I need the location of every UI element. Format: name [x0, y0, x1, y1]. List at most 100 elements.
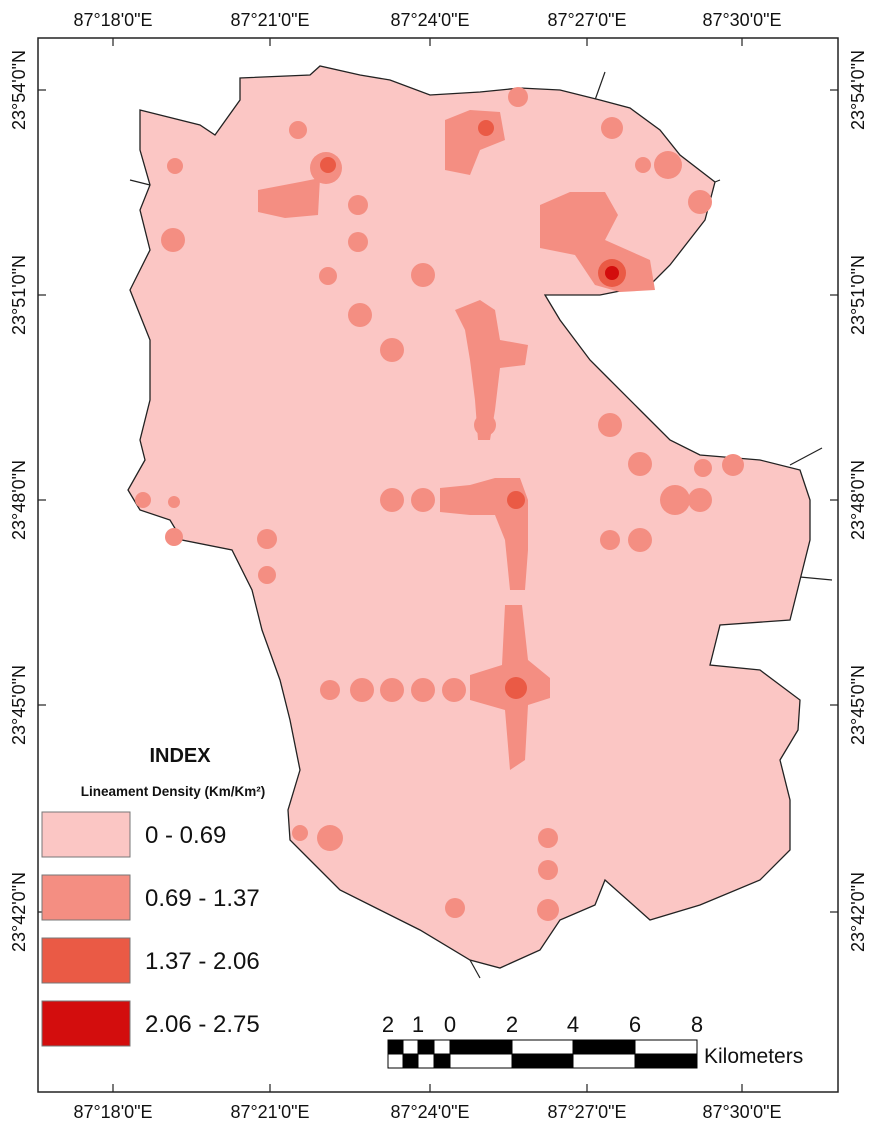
legend-title: INDEX: [149, 745, 211, 767]
line: [594, 71, 606, 101]
patch: [135, 492, 151, 508]
scale-segment: [387, 1039, 404, 1055]
scale-segment: [572, 1039, 636, 1055]
patch: [348, 232, 368, 252]
patch: [348, 303, 372, 327]
scale-label: 4: [567, 1012, 579, 1037]
legend-label: 0.69 - 1.37: [145, 885, 260, 912]
legend-swatch: [41, 874, 131, 921]
left-coordinate: 23°48'0"N: [9, 460, 29, 540]
top-coordinate: 87°21'0"E: [230, 10, 309, 30]
legend-subtitle: Lineament Density (Km/Km²): [81, 784, 266, 799]
scale-segment: [433, 1039, 451, 1055]
legend-label: 2.06 - 2.75: [145, 1011, 260, 1038]
patch: [605, 266, 619, 280]
patch: [348, 195, 368, 215]
patch: [257, 529, 277, 549]
patch: [167, 158, 183, 174]
line: [469, 959, 481, 979]
patch: [445, 898, 465, 918]
scale-label: 1: [412, 1012, 424, 1037]
bottom-coordinate: 87°30'0"E: [702, 1102, 781, 1122]
patch: [320, 157, 336, 173]
patch: [380, 338, 404, 362]
scale-unit: Kilometers: [704, 1045, 803, 1068]
scale-label: 8: [691, 1012, 703, 1037]
patch: [601, 117, 623, 139]
map-frame: [37, 37, 839, 1093]
legend-label: 0 - 0.69: [145, 822, 226, 849]
bottom-coordinate: 87°24'0"E: [390, 1102, 469, 1122]
density-patches: [135, 87, 744, 921]
scale-segment: [417, 1039, 435, 1055]
patch: [411, 488, 435, 512]
line: [129, 179, 151, 186]
patch: [411, 678, 435, 702]
patch: [694, 459, 712, 477]
patch: [538, 860, 558, 880]
top-coordinate: 87°24'0"E: [390, 10, 469, 30]
patch: [380, 488, 404, 512]
top-coordinate: 87°30'0"E: [702, 10, 781, 30]
scale-segment: [449, 1039, 513, 1055]
patch: [688, 190, 712, 214]
patch: [168, 496, 180, 508]
scale-segment: [449, 1053, 513, 1069]
patch: [411, 263, 435, 287]
scale-label: 2: [382, 1012, 394, 1037]
left-coordinate: 23°54'0"N: [9, 50, 29, 130]
right-coordinate: 23°51'0"N: [848, 255, 868, 335]
line: [799, 576, 833, 581]
patch: [505, 677, 527, 699]
patch: [258, 178, 320, 218]
patch: [628, 528, 652, 552]
right-coordinate: 23°45'0"N: [848, 665, 868, 745]
patch: [350, 678, 374, 702]
scale-segment: [402, 1053, 419, 1069]
scale-segment: [572, 1053, 636, 1069]
scale-segment: [511, 1053, 574, 1069]
line: [789, 447, 823, 466]
patch: [455, 300, 528, 440]
scale-label: 0: [444, 1012, 456, 1037]
patch: [440, 478, 528, 590]
line: [714, 179, 721, 183]
scale-segment: [402, 1039, 419, 1055]
legend-label: 1.37 - 2.06: [145, 948, 260, 975]
patch: [292, 825, 308, 841]
patch: [660, 485, 690, 515]
coordinate-labels: 87°18'0"E 87°21'0"E 87°24'0"E 87°27'0"E 87°3…: [9, 10, 868, 1122]
bottom-coordinate: 87°27'0"E: [547, 1102, 626, 1122]
legend-swatch: [41, 811, 131, 858]
patch: [722, 454, 744, 476]
bottom-coordinate: 87°21'0"E: [230, 1102, 309, 1122]
legend: INDEX Lineament Density (Km/Km²) 0 - 0.69 0…: [41, 745, 266, 1047]
patch: [628, 452, 652, 476]
right-coordinate: 23°48'0"N: [848, 460, 868, 540]
patch: [635, 157, 651, 173]
scale-segment: [634, 1053, 698, 1069]
patch: [317, 825, 343, 851]
scale-segment: [417, 1053, 435, 1069]
patch: [319, 267, 337, 285]
top-coordinate: 87°27'0"E: [547, 10, 626, 30]
scale-label: 2: [506, 1012, 518, 1037]
bottom-coordinate: 87°18'0"E: [73, 1102, 152, 1122]
left-coordinate: 23°42'0"N: [9, 872, 29, 952]
patch: [478, 120, 494, 136]
patch: [508, 87, 528, 107]
patch: [538, 828, 558, 848]
patch: [654, 151, 682, 179]
patch: [600, 530, 620, 550]
patch: [380, 678, 404, 702]
legend-swatch: [41, 937, 131, 984]
patch: [165, 528, 183, 546]
legend-swatch: [41, 1000, 131, 1047]
patch: [161, 228, 185, 252]
patch: [320, 680, 340, 700]
scale-segment: [511, 1039, 574, 1055]
outer-lines: [129, 71, 833, 979]
patch: [688, 488, 712, 512]
patch: [289, 121, 307, 139]
